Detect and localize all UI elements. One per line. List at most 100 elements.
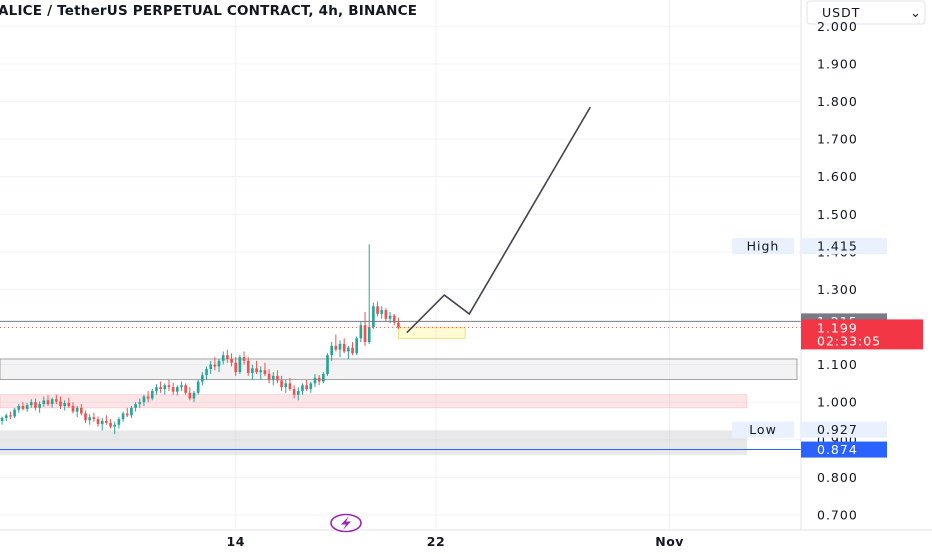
- candle[interactable]: [292, 385, 296, 399]
- candle[interactable]: [196, 379, 200, 395]
- candle[interactable]: [209, 360, 213, 375]
- candle[interactable]: [163, 383, 167, 395]
- candle[interactable]: [259, 366, 263, 380]
- candle[interactable]: [359, 321, 363, 343]
- candle[interactable]: [355, 336, 359, 356]
- candle[interactable]: [263, 362, 267, 376]
- zone-yellow[interactable]: [398, 327, 466, 339]
- candle[interactable]: [146, 390, 150, 403]
- candle[interactable]: [96, 416, 100, 427]
- projection-path[interactable]: [406, 106, 591, 334]
- candle[interactable]: [276, 370, 279, 384]
- candle[interactable]: [334, 334, 338, 352]
- candle[interactable]: [213, 357, 217, 371]
- candle[interactable]: [0, 416, 4, 425]
- candle[interactable]: [376, 301, 379, 317]
- candle[interactable]: [380, 306, 384, 319]
- time-axis[interactable]: 14 22 Nov: [227, 534, 684, 549]
- candle[interactable]: [217, 358, 221, 373]
- zone-gray[interactable]: [0, 358, 798, 381]
- candle[interactable]: [142, 394, 146, 406]
- candle[interactable]: [50, 397, 54, 408]
- candle[interactable]: [67, 397, 71, 408]
- candle[interactable]: [251, 364, 254, 380]
- candle[interactable]: [338, 340, 342, 358]
- candle-layer[interactable]: [0, 244, 400, 435]
- candle[interactable]: [205, 366, 208, 380]
- candle[interactable]: [372, 302, 375, 329]
- candle[interactable]: [138, 398, 142, 408]
- chevron-down-icon[interactable]: ⌄: [910, 6, 921, 21]
- candle[interactable]: [25, 402, 29, 412]
- candle[interactable]: [113, 421, 117, 435]
- candle[interactable]: [313, 374, 317, 388]
- candle[interactable]: [230, 353, 233, 367]
- candle[interactable]: [125, 407, 129, 418]
- candle[interactable]: [38, 401, 41, 413]
- candle[interactable]: [184, 383, 187, 395]
- candle[interactable]: [171, 382, 175, 395]
- candle[interactable]: [347, 345, 350, 359]
- candle[interactable]: [9, 411, 12, 420]
- candle[interactable]: [242, 351, 246, 365]
- candle[interactable]: [167, 379, 171, 391]
- candle[interactable]: [188, 387, 192, 401]
- candle[interactable]: [363, 311, 367, 346]
- candle[interactable]: [221, 351, 225, 365]
- candle[interactable]: [54, 394, 58, 405]
- candle[interactable]: [159, 381, 162, 393]
- candle[interactable]: [42, 396, 46, 407]
- candle[interactable]: [309, 381, 313, 393]
- candle[interactable]: [201, 372, 204, 386]
- candle[interactable]: [226, 349, 229, 363]
- candle[interactable]: [117, 417, 121, 429]
- candle[interactable]: [234, 357, 238, 376]
- candle[interactable]: [155, 384, 158, 395]
- candle[interactable]: [280, 375, 283, 391]
- candle[interactable]: [238, 355, 242, 375]
- candle[interactable]: [192, 390, 196, 403]
- candle[interactable]: [100, 417, 104, 431]
- candle[interactable]: [342, 338, 346, 354]
- candle[interactable]: [384, 308, 388, 322]
- candle[interactable]: [288, 377, 292, 391]
- candle[interactable]: [130, 405, 133, 418]
- candle[interactable]: [84, 410, 87, 423]
- candle[interactable]: [271, 372, 275, 386]
- candle[interactable]: [21, 402, 25, 411]
- candle[interactable]: [17, 404, 21, 413]
- candle[interactable]: [150, 389, 154, 401]
- candle[interactable]: [326, 353, 329, 376]
- candle[interactable]: [13, 407, 16, 418]
- candle[interactable]: [46, 395, 50, 406]
- candle[interactable]: [29, 399, 33, 408]
- candle[interactable]: [330, 342, 333, 361]
- candle[interactable]: [317, 375, 321, 386]
- candle[interactable]: [92, 412, 96, 422]
- candle[interactable]: [321, 372, 325, 384]
- candle[interactable]: [305, 379, 308, 391]
- candle[interactable]: [34, 398, 37, 411]
- candle[interactable]: [367, 244, 371, 344]
- candle[interactable]: [392, 313, 396, 326]
- candle[interactable]: [80, 404, 83, 416]
- candle[interactable]: [175, 385, 179, 396]
- candle[interactable]: [134, 402, 137, 412]
- candle[interactable]: [267, 369, 271, 384]
- zone-gray[interactable]: [0, 430, 747, 455]
- price-axis[interactable]: USDT ⌄: [800, 0, 926, 530]
- currency-button[interactable]: [806, 0, 926, 25]
- candle[interactable]: [105, 415, 108, 425]
- candle[interactable]: [63, 400, 66, 411]
- candle[interactable]: [301, 383, 304, 395]
- candle[interactable]: [246, 357, 250, 376]
- candle[interactable]: [351, 342, 354, 356]
- candle[interactable]: [180, 381, 183, 391]
- candle[interactable]: [255, 360, 258, 375]
- candle[interactable]: [296, 387, 300, 401]
- drawing-layer[interactable]: [0, 106, 801, 451]
- candle[interactable]: [75, 405, 79, 418]
- candle[interactable]: [71, 402, 75, 414]
- candle[interactable]: [284, 379, 288, 393]
- candle[interactable]: [4, 413, 8, 421]
